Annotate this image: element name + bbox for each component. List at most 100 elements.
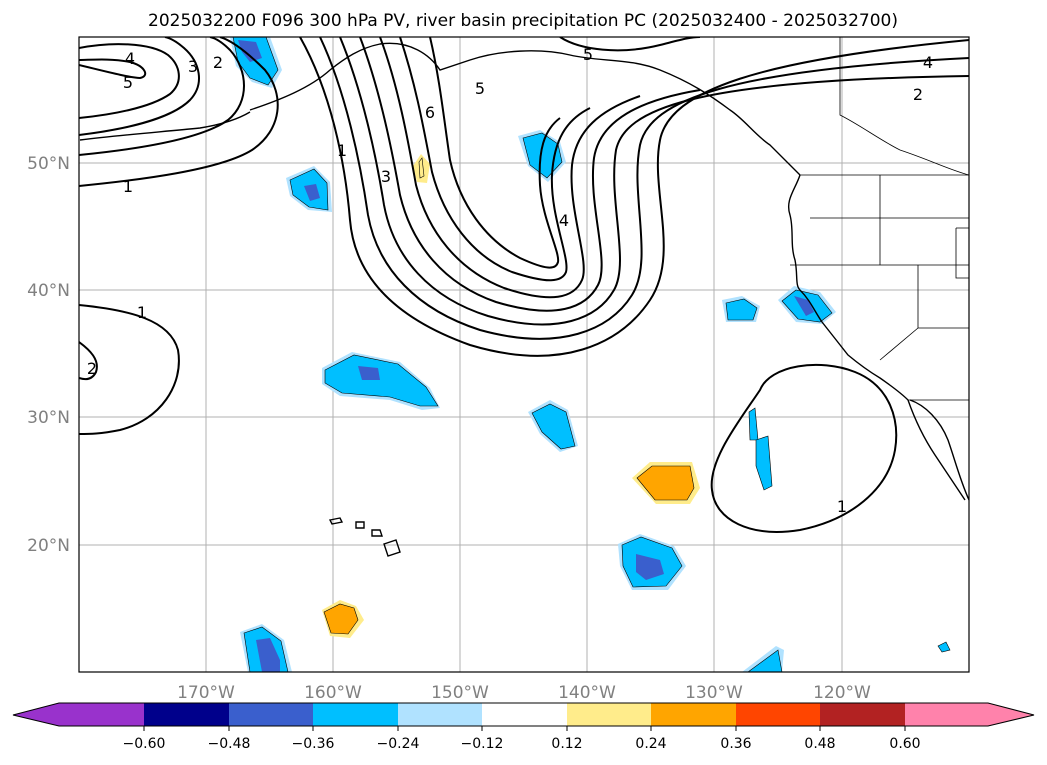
- pv-label-5: 1: [123, 177, 133, 196]
- coastline-hawaii: [328, 517, 401, 557]
- colorbar: −0.60 −0.48 −0.36 −0.24 −0.12 0.12 0.24 …: [12, 702, 1035, 752]
- lat-label-50n: 50°N: [27, 154, 70, 174]
- pv-contour-trough-3: [339, 37, 969, 326]
- precip-blob-orange-14n: [322, 600, 364, 638]
- colorbar-swatch-3: [313, 703, 398, 726]
- colorbar-extend-low: [13, 703, 59, 726]
- pv-label-3: 3: [188, 57, 198, 76]
- pv-contour-nw-2: [79, 37, 245, 156]
- colorbar-tick-4: −0.12: [461, 736, 504, 752]
- precip-blob-w160-48n: [286, 166, 332, 212]
- pv-label-11: 5: [583, 45, 593, 64]
- precip-blob-ne-pacific-30n: [748, 407, 773, 491]
- lon-label-140w: 140°W: [558, 683, 616, 703]
- lat-label-40n: 40°N: [27, 281, 70, 301]
- coastlines: [79, 42, 969, 557]
- border-alaska-canada: [839, 37, 969, 176]
- pv-contour-trough-2: [319, 37, 969, 340]
- colorbar-swatch-9: [820, 703, 905, 726]
- pv-contour-labels: 4 5 3 2 1 1 6 3 5 4 5 4 2 1 2 1: [87, 45, 933, 516]
- colorbar-ticks: −0.60 −0.48 −0.36 −0.24 −0.12 0.12 0.24 …: [123, 736, 921, 752]
- pv-contour-west-2: [79, 341, 98, 381]
- coastline-baja: [907, 399, 966, 501]
- pv-contour-trough-5: [379, 37, 641, 299]
- map-title: 2025032200 F096 300 hPa PV, river basin …: [148, 11, 898, 31]
- pv-label-15: 2: [87, 359, 97, 378]
- colorbar-swatch-7: [651, 703, 736, 726]
- pv-contour-nw-4: [79, 43, 180, 119]
- coastline-bc: [788, 174, 801, 291]
- colorbar-tick-7: 0.36: [720, 736, 751, 752]
- colorbar-swatch-5: [482, 703, 567, 726]
- colorbar-tick-5: 0.12: [551, 736, 582, 752]
- precip-blob-orange-25n: [632, 462, 700, 504]
- colorbar-tick-marks: [143, 726, 906, 731]
- coastline-mexico-mainland: [909, 399, 969, 501]
- longitude-labels: 170°W 160°W 150°W 140°W 130°W 120°W: [177, 683, 871, 703]
- pv-contour-nw-5: [79, 58, 147, 80]
- lon-label-120w: 120°W: [813, 683, 871, 703]
- pv-contour-nw-1: [79, 37, 279, 187]
- lat-label-30n: 30°N: [27, 408, 70, 428]
- pv-label-1: 4: [125, 49, 135, 68]
- pv-contour-nw-3: [79, 37, 200, 136]
- map-panel: 4 5 3 2 1 1 6 3 5 4 5 4 2 1 2 1: [78, 36, 970, 673]
- pv-label-16: 1: [837, 497, 847, 516]
- colorbar-tick-0: −0.60: [123, 736, 166, 752]
- lat-label-20n: 20°N: [27, 536, 70, 556]
- latitude-labels: 50°N 40°N 30°N 20°N: [27, 154, 70, 556]
- colorbar-swatch-1: [144, 703, 229, 726]
- colorbar-extend-high: [988, 703, 1034, 726]
- pv-label-7: 6: [425, 103, 435, 122]
- lon-label-150w: 150°W: [431, 683, 489, 703]
- precip-blob-sw-corner: [240, 624, 292, 672]
- pv-contour-trough-6: [399, 37, 591, 282]
- border-us-states: [790, 175, 969, 361]
- pv-contour-top-arc: [559, 37, 701, 52]
- pv-label-9: 5: [475, 79, 485, 98]
- precip-blob-se-bottom: [742, 646, 784, 672]
- coastline-alaska-peninsula: [79, 111, 251, 141]
- pv-contours: [79, 37, 969, 533]
- precip-blob-yellow-49n: [413, 154, 430, 183]
- lon-label-160w: 160°W: [304, 683, 362, 703]
- precip-blob-central-33n: [322, 352, 440, 410]
- colorbar-swatch-0: [59, 703, 144, 726]
- pv-contour-west-1: [79, 304, 180, 435]
- pv-label-2: 5: [123, 73, 133, 92]
- colorbar-tick-1: −0.48: [208, 736, 251, 752]
- colorbar-tick-2: −0.36: [292, 736, 335, 752]
- borders: [790, 37, 969, 401]
- precip-blob-hawaii-south: [618, 534, 686, 590]
- precip-blob-offshore-39n: [722, 296, 760, 322]
- colorbar-tick-3: −0.24: [377, 736, 420, 752]
- colorbar-tick-8: 0.48: [804, 736, 835, 752]
- colorbar-swatch-2: [229, 703, 313, 726]
- lon-label-130w: 130°W: [685, 683, 743, 703]
- precip-blob-mexico: [937, 641, 951, 653]
- pv-label-13: 2: [913, 85, 923, 104]
- pv-label-10: 4: [559, 211, 569, 230]
- colorbar-swatch-10: [905, 703, 988, 726]
- colorbar-tick-9: 0.60: [889, 736, 920, 752]
- precip-blob-central-30n: [528, 400, 578, 452]
- pv-contour-trough-7: [429, 37, 561, 269]
- pv-label-14: 1: [137, 303, 147, 322]
- colorbar-swatch-6: [567, 703, 651, 726]
- pv-label-6: 1: [337, 141, 347, 160]
- pv-contour-trough-4: [359, 37, 701, 312]
- coastline-alaska-south: [249, 42, 801, 176]
- colorbar-swatch-4: [398, 703, 482, 726]
- gridlines: [79, 37, 969, 672]
- lon-label-170w: 170°W: [177, 683, 235, 703]
- pv-label-12: 4: [923, 53, 933, 72]
- colorbar-tick-6: 0.24: [635, 736, 666, 752]
- map-frame: [78, 36, 970, 673]
- precip-blob-california-40n: [778, 286, 836, 324]
- colorbar-outline: [12, 702, 1035, 727]
- pv-contour-ne-circle: [710, 363, 898, 533]
- coastline-us-west: [799, 289, 909, 401]
- pv-label-4: 2: [213, 53, 223, 72]
- pv-label-8: 3: [381, 167, 391, 186]
